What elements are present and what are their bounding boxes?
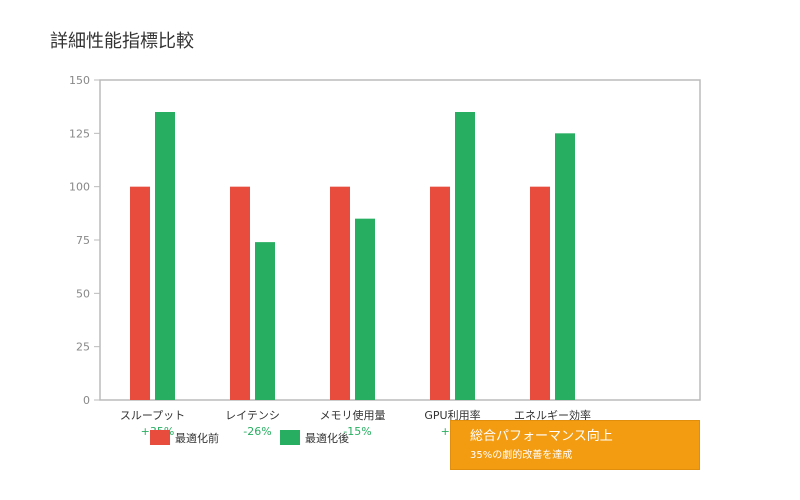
y-tick-label: 75: [76, 234, 90, 247]
change-label: -15%: [343, 425, 371, 438]
bar-before: [130, 186, 150, 400]
summary-callout: 総合パフォーマンス向上 35%の劇的改善を達成: [450, 420, 700, 470]
x-category-label: メモリ使用量: [320, 409, 386, 422]
y-tick-label: 125: [69, 127, 90, 140]
bar-after: [455, 112, 475, 400]
x-category-label: GPU利用率: [424, 408, 480, 422]
bar-before: [330, 186, 350, 400]
callout-subtitle: 35%の劇的改善を達成: [470, 450, 573, 461]
y-tick-label: 100: [69, 181, 90, 194]
y-tick-label: 150: [69, 74, 90, 87]
bar-after: [355, 218, 375, 400]
legend-swatch: [280, 430, 300, 445]
bar-before: [230, 186, 250, 400]
y-tick-label: 50: [76, 287, 90, 300]
change-label: -26%: [243, 425, 271, 438]
bar-after: [155, 112, 175, 400]
bar-before: [430, 186, 450, 400]
legend-label: 最適化前: [175, 431, 219, 445]
plot-frame: [99, 79, 701, 401]
y-tick-label: 25: [76, 341, 90, 354]
legend-label: 最適化後: [305, 431, 349, 445]
legend-swatch: [150, 430, 170, 445]
bar-after: [555, 133, 575, 401]
bar-before: [530, 186, 550, 400]
y-tick-label: 0: [83, 394, 90, 407]
x-category-label: レイテンシ: [225, 409, 280, 422]
x-category-label: エネルギー効率: [514, 408, 591, 422]
callout-title: 総合パフォーマンス向上: [470, 429, 613, 444]
x-category-label: スループット: [120, 409, 185, 422]
bar-after: [255, 242, 275, 400]
chart-title: 詳細性能指標比較: [50, 31, 194, 52]
